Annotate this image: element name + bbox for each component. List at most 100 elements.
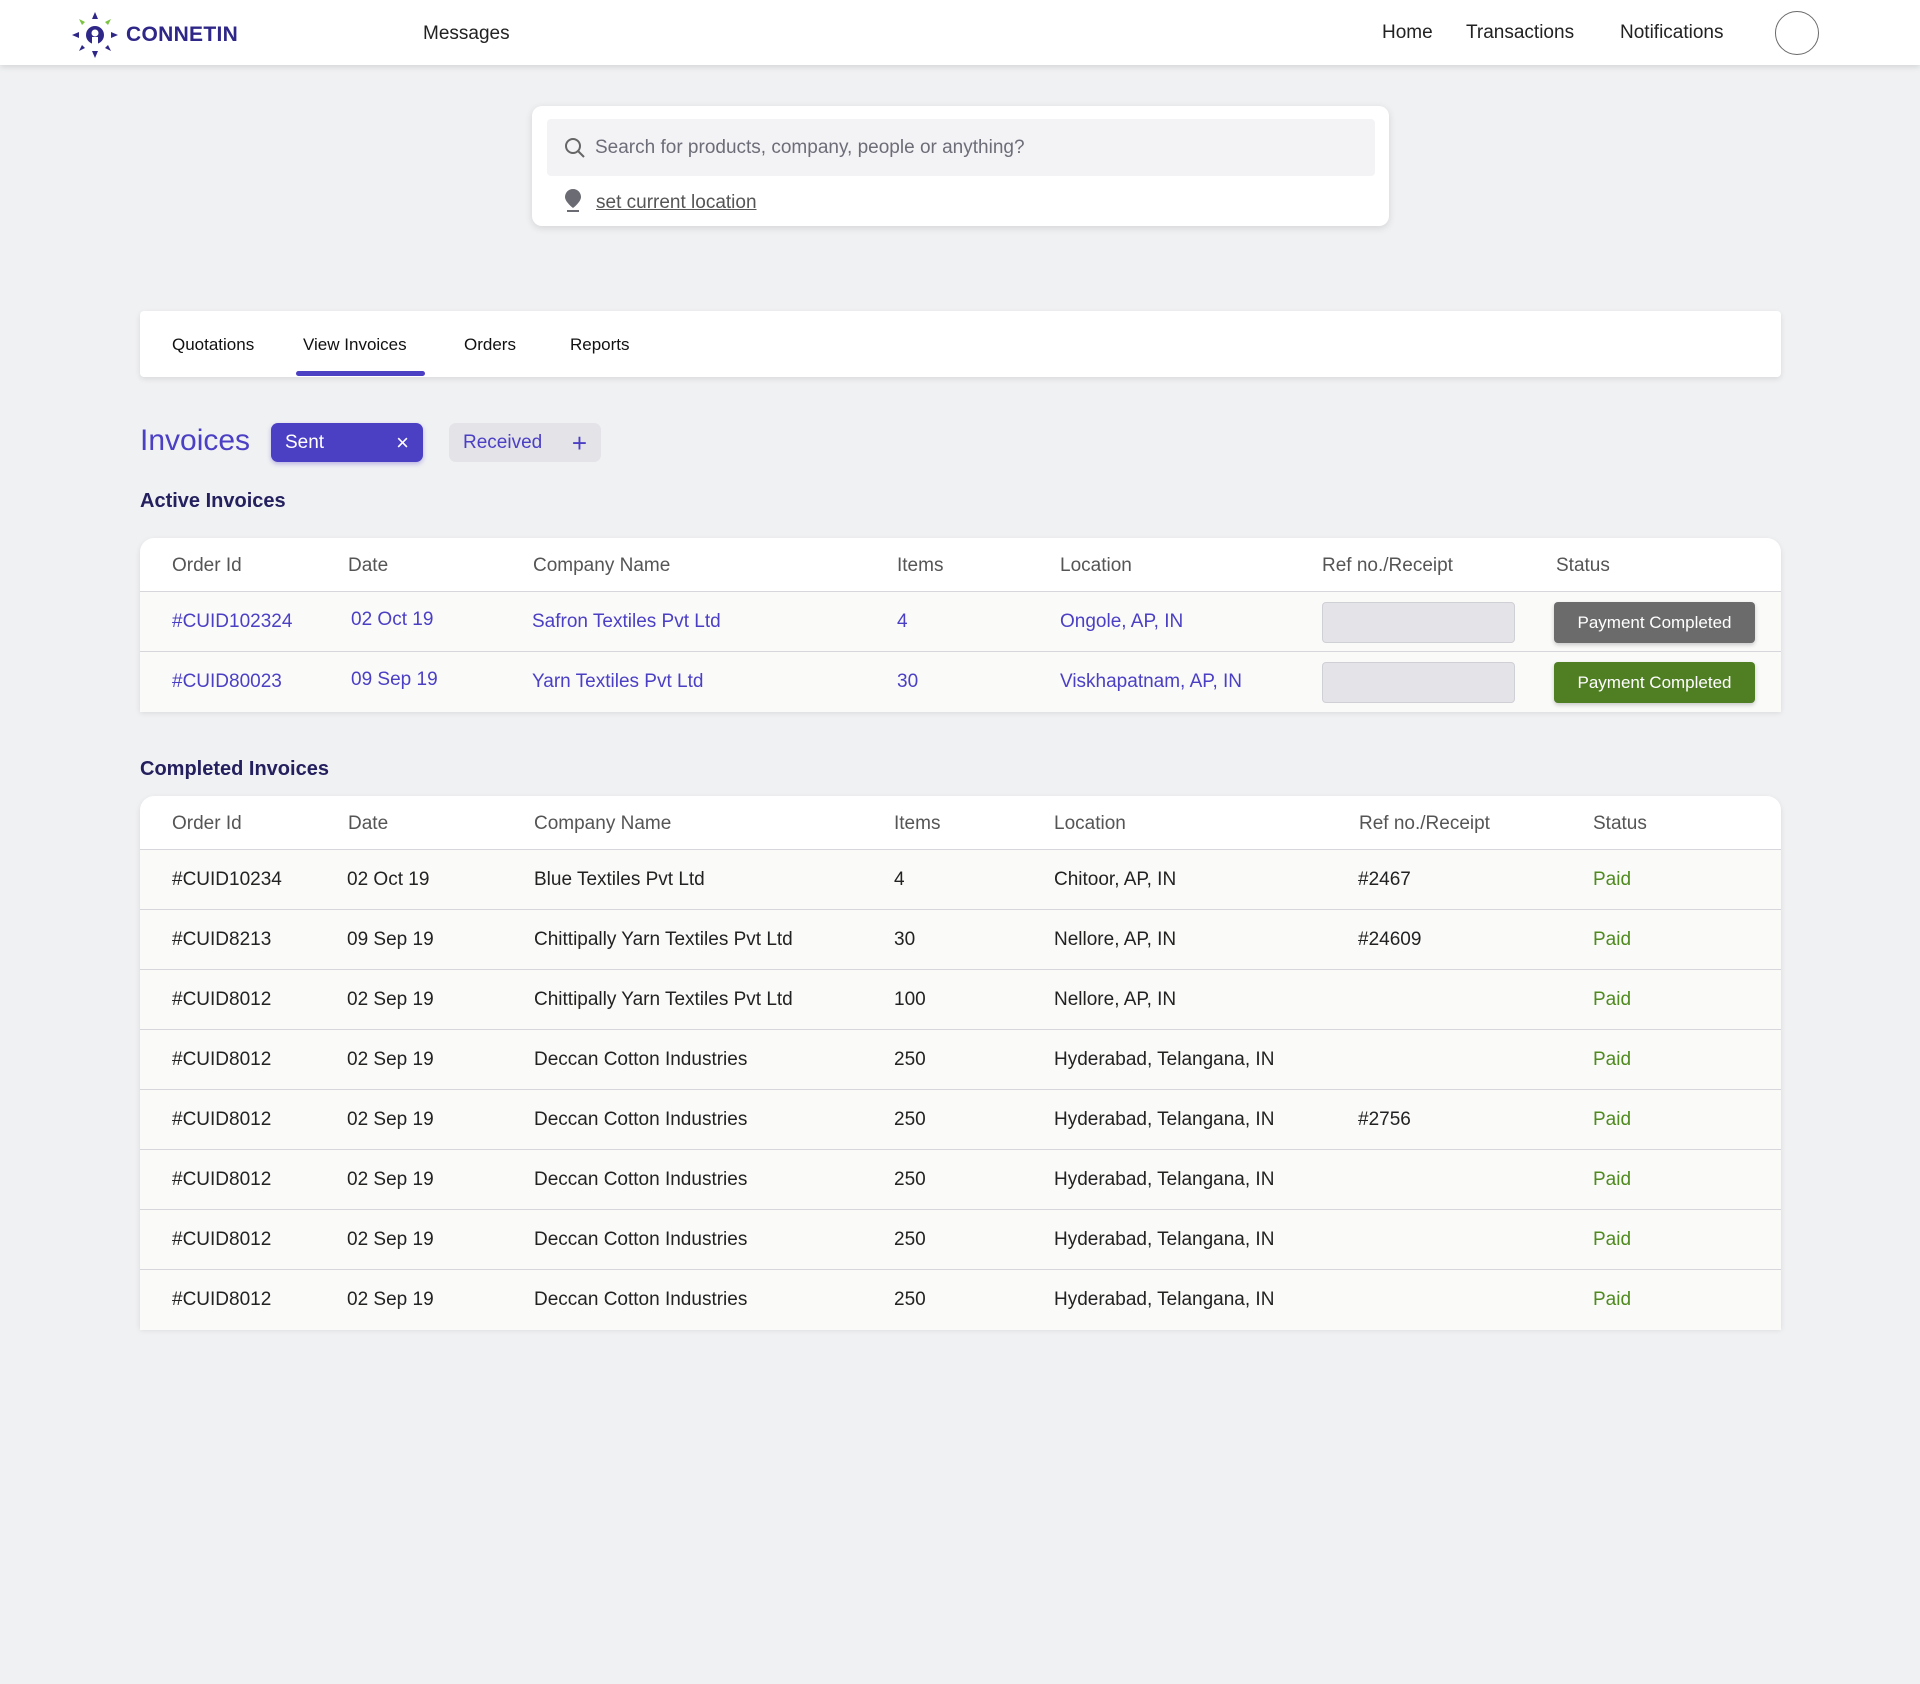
set-location-link[interactable]: set current location — [596, 191, 757, 213]
status-badge: Paid — [1593, 1169, 1632, 1190]
status-badge: Paid — [1593, 1289, 1632, 1310]
order-id[interactable]: #CUID8012 — [172, 1169, 272, 1190]
brand-name: CONNETIN — [126, 23, 239, 46]
table-row[interactable]: #CUID8012 02 Sep 19 Deccan Cotton Indust… — [140, 1270, 1781, 1330]
filter-chip-label: Received — [463, 431, 543, 453]
page-title: Invoices — [140, 424, 251, 457]
order-id[interactable]: #CUID8012 — [172, 1049, 272, 1070]
invoice-date: 09 Sep 19 — [347, 929, 434, 950]
order-id[interactable]: #CUID8012 — [172, 989, 272, 1010]
filter-chip-received[interactable]: Received + — [449, 423, 601, 462]
company-link[interactable]: Safron Textiles Pvt Ltd — [532, 611, 721, 632]
items-count: 100 — [894, 989, 926, 1010]
search-input[interactable] — [595, 119, 1355, 176]
status-badge: Paid — [1593, 1229, 1632, 1250]
order-id[interactable]: #CUID8012 — [172, 1229, 272, 1250]
column-header: Items — [897, 555, 944, 576]
items-count: 250 — [894, 1229, 926, 1250]
order-id-link[interactable]: #CUID102324 — [172, 611, 293, 632]
company-link[interactable]: Yarn Textiles Pvt Ltd — [532, 671, 704, 692]
company-name: Deccan Cotton Industries — [534, 1229, 748, 1250]
plus-icon[interactable]: + — [571, 427, 587, 458]
table-row[interactable]: #CUID80023 09 Sep 19 Yarn Textiles Pvt L… — [140, 652, 1781, 712]
ref-receipt-field[interactable] — [1322, 602, 1515, 643]
status-badge: Paid — [1593, 1049, 1632, 1070]
status-badge: Paid — [1593, 1109, 1632, 1130]
top-navbar: CONNETIN Messages Home Transactions Noti… — [0, 0, 1920, 65]
items-count: 250 — [894, 1289, 926, 1310]
close-icon[interactable]: × — [396, 429, 409, 455]
company-name: Chittipally Yarn Textiles Pvt Ltd — [534, 989, 793, 1010]
active-invoices-title: Active Invoices — [140, 490, 286, 512]
filter-chip-sent[interactable]: Sent × — [271, 423, 423, 462]
location-link[interactable]: Ongole, AP, IN — [1060, 611, 1184, 632]
ref-receipt: #2467 — [1358, 869, 1411, 890]
column-header: Status — [1593, 813, 1647, 834]
nav-transactions[interactable]: Transactions — [1466, 22, 1575, 43]
nav-messages[interactable]: Messages — [423, 23, 510, 44]
order-id-link[interactable]: #CUID80023 — [172, 671, 282, 692]
location: Hyderabad, Telangana, IN — [1054, 1109, 1275, 1130]
order-id[interactable]: #CUID8012 — [172, 1109, 272, 1130]
invoice-date: 02 Oct 19 — [347, 869, 430, 890]
table-row[interactable]: #CUID8012 02 Sep 19 Deccan Cotton Indust… — [140, 1150, 1781, 1210]
company-name: Deccan Cotton Industries — [534, 1109, 748, 1130]
order-id[interactable]: #CUID10234 — [172, 869, 282, 890]
company-name: Deccan Cotton Industries — [534, 1169, 748, 1190]
items-count: 4 — [894, 869, 905, 890]
table-row[interactable]: #CUID102324 02 Oct 19 Safron Textiles Pv… — [140, 592, 1781, 652]
tab-view-invoices[interactable]: View Invoices — [303, 335, 407, 354]
table-row[interactable]: #CUID8012 02 Sep 19 Deccan Cotton Indust… — [140, 1210, 1781, 1270]
tab-quotations[interactable]: Quotations — [172, 335, 255, 354]
tab-reports[interactable]: Reports — [570, 335, 630, 354]
nav-notifications[interactable]: Notifications — [1620, 22, 1724, 43]
status-badge: Paid — [1593, 929, 1632, 950]
tab-orders[interactable]: Orders — [464, 335, 516, 354]
company-name: Deccan Cotton Industries — [534, 1289, 748, 1310]
table-row[interactable]: #CUID8012 02 Sep 19 Deccan Cotton Indust… — [140, 1090, 1781, 1150]
column-header: Company Name — [534, 813, 672, 834]
ref-receipt: #24609 — [1358, 929, 1422, 950]
column-header: Items — [894, 813, 941, 834]
active-invoices-table: Order Id Date Company Name Items Locatio… — [140, 538, 1781, 712]
order-id[interactable]: #CUID8012 — [172, 1289, 272, 1310]
company-name: Deccan Cotton Industries — [534, 1049, 748, 1070]
table-row[interactable]: #CUID8012 02 Sep 19 Chittipally Yarn Tex… — [140, 970, 1781, 1030]
column-header: Ref no./Receipt — [1322, 555, 1453, 576]
payment-status-button[interactable]: Payment Completed — [1554, 602, 1755, 643]
active-tab-indicator — [296, 371, 425, 376]
nav-home[interactable]: Home — [1382, 22, 1433, 43]
table-row[interactable]: #CUID10234 02 Oct 19 Blue Textiles Pvt L… — [140, 850, 1781, 910]
invoice-date: 02 Oct 19 — [351, 609, 434, 630]
items-count: 30 — [894, 929, 916, 950]
location: Hyderabad, Telangana, IN — [1054, 1229, 1275, 1250]
location: Hyderabad, Telangana, IN — [1054, 1049, 1275, 1070]
column-header: Location — [1054, 813, 1126, 834]
status-badge: Paid — [1593, 869, 1632, 890]
location: Chitoor, AP, IN — [1054, 869, 1177, 890]
table-row[interactable]: #CUID8012 02 Sep 19 Deccan Cotton Indust… — [140, 1030, 1781, 1090]
location-row: set current location — [564, 188, 757, 217]
status-badge: Paid — [1593, 989, 1632, 1010]
column-header: Company Name — [533, 555, 671, 576]
table-row[interactable]: #CUID8213 09 Sep 19 Chittipally Yarn Tex… — [140, 910, 1781, 970]
connetin-logo-icon — [70, 10, 120, 60]
ref-receipt-field[interactable] — [1322, 662, 1515, 703]
column-header: Date — [348, 555, 389, 576]
order-id[interactable]: #CUID8213 — [172, 929, 272, 950]
search-icon — [563, 136, 587, 165]
invoice-date: 02 Sep 19 — [347, 1049, 434, 1070]
invoice-date: 02 Sep 19 — [347, 1289, 434, 1310]
payment-status-button[interactable]: Payment Completed — [1554, 662, 1755, 703]
table-header: Order Id Date Company Name Items Locatio… — [140, 538, 1781, 592]
brand[interactable]: CONNETIN — [70, 10, 238, 60]
invoice-date: 02 Sep 19 — [347, 1169, 434, 1190]
column-header: Order Id — [172, 813, 242, 834]
column-header: Ref no./Receipt — [1359, 813, 1490, 834]
avatar[interactable] — [1775, 11, 1819, 55]
invoice-date: 09 Sep 19 — [351, 669, 438, 690]
company-name: Chittipally Yarn Textiles Pvt Ltd — [534, 929, 793, 950]
column-header: Order Id — [172, 555, 242, 576]
items-count: 4 — [897, 611, 908, 632]
location-link[interactable]: Viskhapatnam, AP, IN — [1060, 671, 1243, 692]
